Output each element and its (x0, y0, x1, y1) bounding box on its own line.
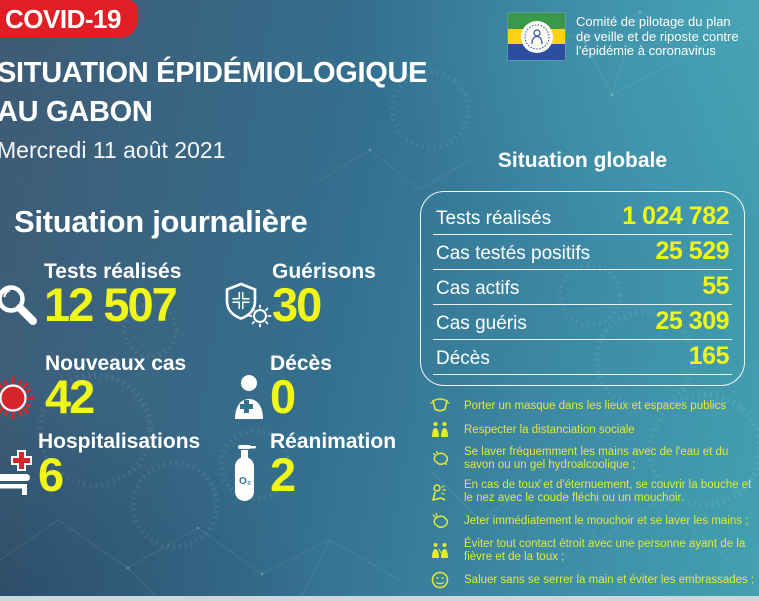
row-value: 165 (688, 342, 730, 370)
stat-label: Nouveaux cas (45, 352, 187, 375)
hospital-bed-icon (0, 449, 36, 495)
no-handshake-icon (428, 571, 452, 589)
row-value: 1 024 782 (622, 202, 729, 230)
stat-deces: Décès 0 (226, 352, 332, 423)
title-line-1: SITUATION ÉPIDÉMIOLOGIQUE (0, 57, 428, 89)
row-label: Cas testés positifs (436, 243, 591, 264)
row-label: Cas actifs (436, 278, 520, 299)
stat-tests-realises: Tests réalisés 12 507 (0, 260, 182, 331)
page-title: SITUATION ÉPIDÉMIOLOGIQUE AU GABON Mercr… (0, 54, 428, 164)
guideline-item: Éviter tout contact étroit avec une pers… (428, 538, 755, 564)
banner-label: COVID-19 (5, 3, 121, 34)
person-cross-icon (228, 373, 268, 419)
stat-label: Réanimation (270, 430, 397, 453)
distancing-icon (428, 421, 452, 439)
stat-label: Tests réalisés (44, 260, 182, 283)
daily-section-heading: Situation journalière (14, 204, 308, 239)
report-date: Mercredi 11 août 2021 (0, 137, 226, 163)
guideline-text: Jeter immédiatement le mouchoir et se la… (464, 515, 749, 527)
stat-hospitalisations: Hospitalisations 6 (0, 430, 201, 501)
virus-icon (0, 375, 36, 421)
throw-tissue-icon (428, 512, 452, 531)
committee-line-2: de veille et de riposte contre (576, 28, 739, 44)
guideline-item: Porter un masque dans les lieux et espac… (428, 398, 755, 414)
stat-label: Guérisons (272, 260, 376, 283)
row-label: Décès (436, 348, 490, 369)
guideline-text: Porter un masque dans les lieux et espac… (464, 399, 727, 412)
stat-value: 30 (272, 278, 322, 331)
table-row: Cas guéris 25 309 (433, 305, 732, 340)
mask-icon (428, 398, 452, 414)
guideline-text: Respecter la distanciation sociale (464, 423, 635, 436)
row-label: Cas guéris (436, 313, 527, 334)
table-row: Cas actifs 55 (433, 270, 732, 305)
guideline-item: Respecter la distanciation sociale (428, 421, 755, 439)
guideline-text: Se laver fréquemment les mains avec de l… (464, 446, 729, 471)
row-value: 25 309 (655, 307, 730, 335)
guideline-text: En cas de toux et d'éternuement, se couv… (464, 479, 752, 504)
stat-value: 12 507 (44, 278, 178, 331)
svg-text:O₂: O₂ (239, 476, 251, 487)
stat-nouveaux-cas: Nouveaux cas 42 (0, 352, 187, 423)
stat-value: 42 (45, 370, 95, 423)
table-row: Tests réalisés 1 024 782 (433, 200, 732, 235)
committee-block: Comité de pilotage du plan de veille et … (508, 13, 739, 60)
guideline-item: Saluer sans se serrer la main et éviter … (428, 571, 755, 589)
oxygen-tank-icon: O₂ (232, 443, 260, 501)
stat-value: 2 (270, 448, 296, 501)
gabon-flag-logo (508, 13, 565, 60)
stat-value: 0 (270, 370, 296, 423)
stat-reanimation: O₂ Réanimation 2 (226, 430, 397, 501)
title-line-2: AU GABON (0, 96, 153, 128)
guideline-item: Jeter immédiatement le mouchoir et se la… (428, 512, 755, 531)
guideline-text: Saluer sans se serrer la main et éviter … (464, 573, 755, 586)
committee-name: Comité de pilotage du plan de veille et … (576, 13, 739, 59)
row-label: Tests réalisés (436, 208, 552, 229)
stat-value: 6 (38, 448, 64, 501)
table-row: Cas testés positifs 25 529 (433, 235, 732, 270)
stat-label: Décès (270, 352, 332, 375)
guideline-item: Se laver fréquemment les mains avec de l… (428, 446, 755, 472)
covid19-banner: COVID-19 (0, 0, 138, 38)
gabon-emblem-icon (520, 20, 553, 53)
magnifier-icon (0, 282, 42, 330)
row-value: 25 529 (655, 237, 730, 265)
cough-elbow-icon (428, 483, 452, 502)
avoid-contact-icon (428, 542, 452, 560)
global-section-heading: Situation globale (497, 149, 668, 172)
wash-hands-icon (428, 450, 452, 469)
bottom-edge-strip (0, 596, 759, 601)
row-value: 55 (702, 272, 729, 300)
global-table: Tests réalisés 1 024 782 Cas testés posi… (420, 191, 745, 386)
guideline-item: En cas de toux et d'éternuement, se couv… (428, 479, 755, 505)
committee-line-1: Comité de pilotage du plan (576, 14, 731, 29)
committee-line-3: l'épidémie à coronavirus (576, 43, 716, 58)
guideline-text: Éviter tout contact étroit avec une pers… (464, 538, 746, 563)
stat-guerisons: Guérisons 30 (222, 260, 376, 331)
shield-cross-virus-icon (222, 281, 272, 329)
guidelines-list: Porter un masque dans les lieux et espac… (428, 398, 755, 601)
table-row: Décès 165 (433, 340, 732, 375)
stat-label: Hospitalisations (38, 430, 201, 453)
